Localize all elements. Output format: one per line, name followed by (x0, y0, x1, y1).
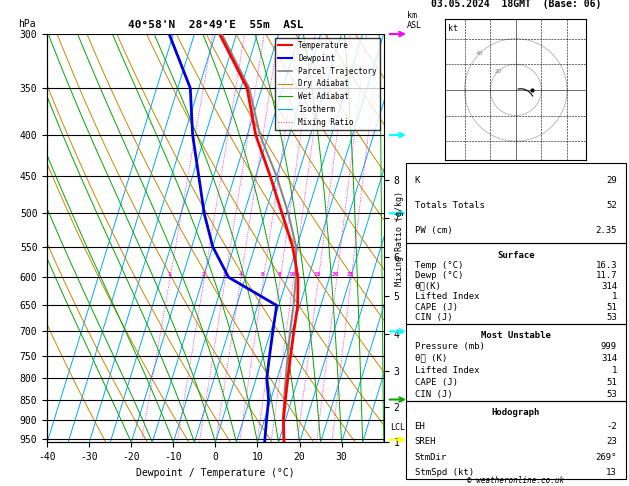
Bar (406, 243, 626, 324)
Text: 269°: 269° (596, 452, 617, 462)
Text: 29: 29 (606, 175, 617, 185)
Text: Dewp (°C): Dewp (°C) (415, 271, 463, 280)
Title: 40°58'N  28°49'E  55m  ASL: 40°58'N 28°49'E 55m ASL (128, 20, 303, 31)
Text: km
ASL: km ASL (407, 11, 422, 30)
Text: Surface: Surface (497, 251, 535, 260)
Text: StmDir: StmDir (415, 452, 447, 462)
Text: 314: 314 (601, 354, 617, 363)
Text: Most Unstable: Most Unstable (481, 331, 551, 340)
Text: Lifted Index: Lifted Index (415, 366, 479, 375)
Text: 16.3: 16.3 (596, 261, 617, 270)
Text: Totals Totals: Totals Totals (415, 201, 484, 210)
Text: θᴇ (K): θᴇ (K) (415, 354, 447, 363)
Text: LCL: LCL (391, 423, 406, 433)
Text: 52: 52 (606, 201, 617, 210)
Text: CAPE (J): CAPE (J) (415, 303, 457, 312)
Text: EH: EH (415, 422, 425, 431)
Text: 3: 3 (223, 272, 226, 278)
Text: 314: 314 (601, 282, 617, 291)
Text: 4: 4 (238, 272, 242, 278)
Text: hPa: hPa (19, 19, 36, 29)
Bar (406, 401, 626, 479)
Text: 20: 20 (332, 272, 340, 278)
Text: 1: 1 (167, 272, 171, 278)
Text: 15: 15 (314, 272, 321, 278)
Text: 10: 10 (289, 272, 296, 278)
Text: 51: 51 (606, 303, 617, 312)
Text: 2.35: 2.35 (596, 226, 617, 235)
Text: 13: 13 (606, 468, 617, 477)
Text: 20: 20 (494, 69, 501, 74)
Text: 2: 2 (202, 272, 206, 278)
Text: Lifted Index: Lifted Index (415, 292, 479, 301)
Text: kt: kt (448, 24, 458, 33)
Text: CIN (J): CIN (J) (415, 390, 452, 399)
Text: Mixing Ratio (g/kg): Mixing Ratio (g/kg) (395, 191, 404, 286)
Text: SREH: SREH (415, 437, 436, 446)
Legend: Temperature, Dewpoint, Parcel Trajectory, Dry Adiabat, Wet Adiabat, Isotherm, Mi: Temperature, Dewpoint, Parcel Trajectory… (276, 38, 380, 130)
Text: 1: 1 (611, 292, 617, 301)
Text: © weatheronline.co.uk: © weatheronline.co.uk (467, 476, 564, 485)
Text: -2: -2 (606, 422, 617, 431)
Text: 25: 25 (346, 272, 353, 278)
Text: 999: 999 (601, 342, 617, 350)
Text: 53: 53 (606, 313, 617, 322)
Text: 6: 6 (261, 272, 265, 278)
Text: 51: 51 (606, 378, 617, 387)
X-axis label: Dewpoint / Temperature (°C): Dewpoint / Temperature (°C) (136, 468, 295, 478)
Text: Hodograph: Hodograph (492, 408, 540, 417)
Bar (406, 163, 626, 243)
Text: Pressure (mb): Pressure (mb) (415, 342, 484, 350)
Text: Temp (°C): Temp (°C) (415, 261, 463, 270)
Bar (406, 324, 626, 401)
Text: 40: 40 (476, 51, 483, 56)
Text: 1: 1 (611, 366, 617, 375)
Text: CAPE (J): CAPE (J) (415, 378, 457, 387)
Text: 23: 23 (606, 437, 617, 446)
Text: K: K (415, 175, 420, 185)
Text: 8: 8 (277, 272, 281, 278)
Text: PW (cm): PW (cm) (415, 226, 452, 235)
Text: 03.05.2024  18GMT  (Base: 06): 03.05.2024 18GMT (Base: 06) (431, 0, 601, 9)
Text: 11.7: 11.7 (596, 271, 617, 280)
Text: StmSpd (kt): StmSpd (kt) (415, 468, 474, 477)
Text: CIN (J): CIN (J) (415, 313, 452, 322)
Text: θᴇ(K): θᴇ(K) (415, 282, 442, 291)
Text: 53: 53 (606, 390, 617, 399)
